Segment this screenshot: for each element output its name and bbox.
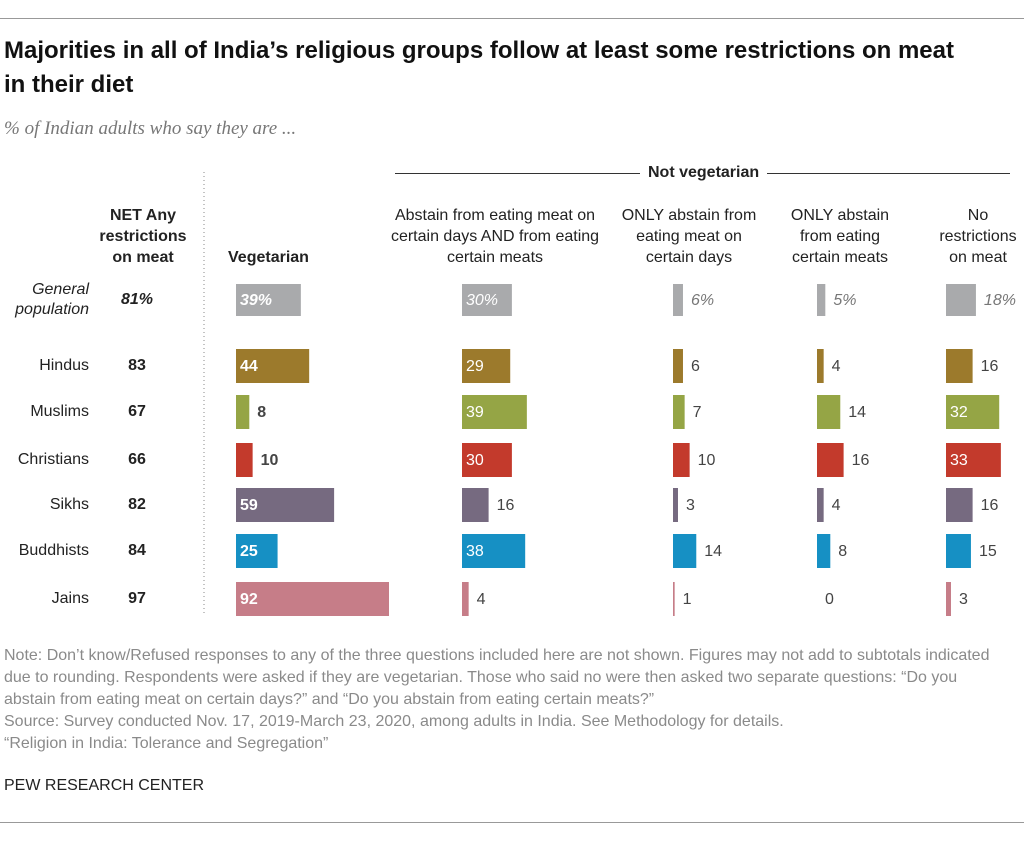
value-label: 59 [240,497,258,514]
row-label: Buddhists [18,542,89,559]
subtitle: % of Indian adults who say they are ... [4,118,297,139]
value-label: 3 [686,497,695,514]
bar [673,284,683,316]
column-header: ONLY abstain from eating meat on certain… [621,207,757,266]
value-label: 4 [832,358,841,375]
value-label: 4 [477,591,486,608]
value-label: 7 [693,404,702,421]
bar [817,284,826,316]
value-label: 39% [240,292,272,309]
net-value: 81% [121,291,153,308]
report: “Religion in India: Tolerance and Segreg… [4,735,329,752]
bar [946,582,951,616]
net-value: 97 [128,590,146,607]
value-label: 29 [466,358,484,375]
bar [462,443,512,477]
bar [236,395,250,429]
bar [673,488,678,522]
value-label: 14 [704,543,722,560]
value-label: 32 [950,404,968,421]
row-label: Muslims [30,403,89,420]
value-label: 44 [240,358,258,375]
bar [462,349,511,383]
value-label: 16 [497,497,515,514]
value-label: 5% [833,292,856,309]
row-label: Hindus [39,357,89,374]
credit: PEW RESEARCH CENTER [4,777,205,794]
net-header: NET Any restrictions on meat [99,207,187,266]
value-label: 92 [240,591,258,608]
column-header: No restrictions on meat [939,207,1017,266]
value-label: 16 [981,358,999,375]
value-label: 4 [832,497,841,514]
row-label: Jains [51,590,89,607]
bar [673,443,690,477]
row-label: Christians [17,451,89,468]
bar [673,534,697,568]
net-value: 84 [128,542,146,559]
value-label: 18% [984,292,1016,309]
value-label: 6% [691,292,714,309]
value-label: 10 [698,452,716,469]
bar [236,488,335,522]
bar [817,443,844,477]
bar [673,395,685,429]
value-label: 10 [261,452,279,469]
net-value: 83 [128,357,146,374]
bar [817,534,831,568]
value-label: 39 [466,404,484,421]
row-label: General population [15,281,89,318]
column-header: Abstain from eating meat on certain days… [390,207,600,266]
bar [673,582,675,616]
bar [673,349,683,383]
bar [462,488,489,522]
chart-title: Majorities in all of India’s religious g… [4,37,954,98]
value-label: 0 [825,591,834,608]
bar [946,443,1001,477]
column-header: ONLY abstain from eating certain meats [790,207,890,266]
value-label: 25 [240,543,258,560]
bar [946,284,976,316]
value-label: 8 [838,543,847,560]
bar [462,582,469,616]
value-label: 1 [683,591,692,608]
bar [946,534,971,568]
bar [236,284,301,316]
bar [236,349,310,383]
bar [462,395,527,429]
net-value: 82 [128,496,146,513]
bar [236,443,253,477]
value-label: 38 [466,543,484,560]
value-label: 14 [848,404,866,421]
bar [946,395,1000,429]
value-label: 6 [691,358,700,375]
value-label: 8 [257,404,266,421]
value-label: 3 [959,591,968,608]
value-label: 30% [466,292,498,309]
bar [817,349,824,383]
column-header: Vegetarian [228,249,309,266]
group-label: Not vegetarian [640,163,768,183]
net-value: 67 [128,403,146,420]
value-label: 16 [852,452,870,469]
value-label: 33 [950,452,968,469]
bar [462,534,526,568]
bar [946,488,973,522]
bar [946,349,973,383]
note: Note: Don’t know/Refused responses to an… [4,647,990,708]
bar [236,582,389,616]
net-value: 66 [128,451,146,468]
value-label: 30 [466,452,484,469]
bar [462,284,512,316]
row-label: Sikhs [49,496,89,513]
value-label: 16 [981,497,999,514]
source: Source: Survey conducted Nov. 17, 2019-M… [4,713,784,730]
bar [817,395,841,429]
bar [236,534,278,568]
value-label: 15 [979,543,997,560]
bar [817,488,824,522]
